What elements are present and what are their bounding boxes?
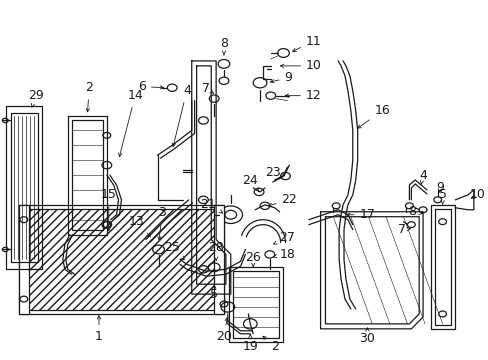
- Text: 27: 27: [273, 231, 295, 244]
- Text: 23: 23: [264, 166, 284, 179]
- Text: 4: 4: [172, 84, 190, 147]
- Text: 2: 2: [263, 336, 278, 353]
- Text: 5: 5: [438, 188, 446, 204]
- Text: 10: 10: [469, 188, 485, 201]
- Text: 19: 19: [242, 334, 258, 353]
- Bar: [232, 271, 278, 338]
- Text: 4: 4: [418, 168, 426, 184]
- Text: 7: 7: [202, 82, 213, 95]
- Text: 9: 9: [270, 71, 292, 84]
- Text: 18: 18: [273, 248, 295, 261]
- Text: 8: 8: [220, 37, 227, 55]
- Text: 24: 24: [242, 174, 258, 192]
- Bar: [68, 116, 106, 235]
- Text: 2: 2: [85, 81, 93, 112]
- Text: 30: 30: [359, 328, 375, 345]
- Text: 28: 28: [208, 241, 224, 260]
- Text: 5: 5: [210, 285, 218, 301]
- Text: 14: 14: [119, 89, 142, 157]
- Bar: [228, 267, 282, 342]
- Text: 16: 16: [357, 104, 389, 128]
- Text: 29: 29: [28, 89, 43, 108]
- Text: 26: 26: [245, 251, 261, 267]
- Bar: [19, 205, 224, 314]
- Bar: [72, 121, 102, 230]
- Bar: [214, 205, 224, 314]
- Bar: [23, 209, 220, 310]
- Text: 6: 6: [138, 80, 163, 93]
- Text: 20: 20: [216, 318, 231, 343]
- Text: 12: 12: [285, 89, 321, 102]
- Text: 8: 8: [407, 205, 421, 218]
- Bar: [19, 205, 29, 314]
- Text: 7: 7: [398, 223, 409, 236]
- Text: 21: 21: [200, 198, 222, 213]
- Text: 3: 3: [158, 206, 166, 240]
- Text: 10: 10: [280, 59, 321, 72]
- Text: 25: 25: [164, 241, 184, 260]
- Text: 9: 9: [436, 181, 444, 194]
- Text: 17: 17: [346, 208, 375, 221]
- Text: 15: 15: [101, 188, 117, 231]
- Text: 13: 13: [129, 215, 150, 237]
- Text: 22: 22: [268, 193, 297, 207]
- Text: 11: 11: [292, 35, 321, 51]
- Text: 1: 1: [95, 316, 103, 343]
